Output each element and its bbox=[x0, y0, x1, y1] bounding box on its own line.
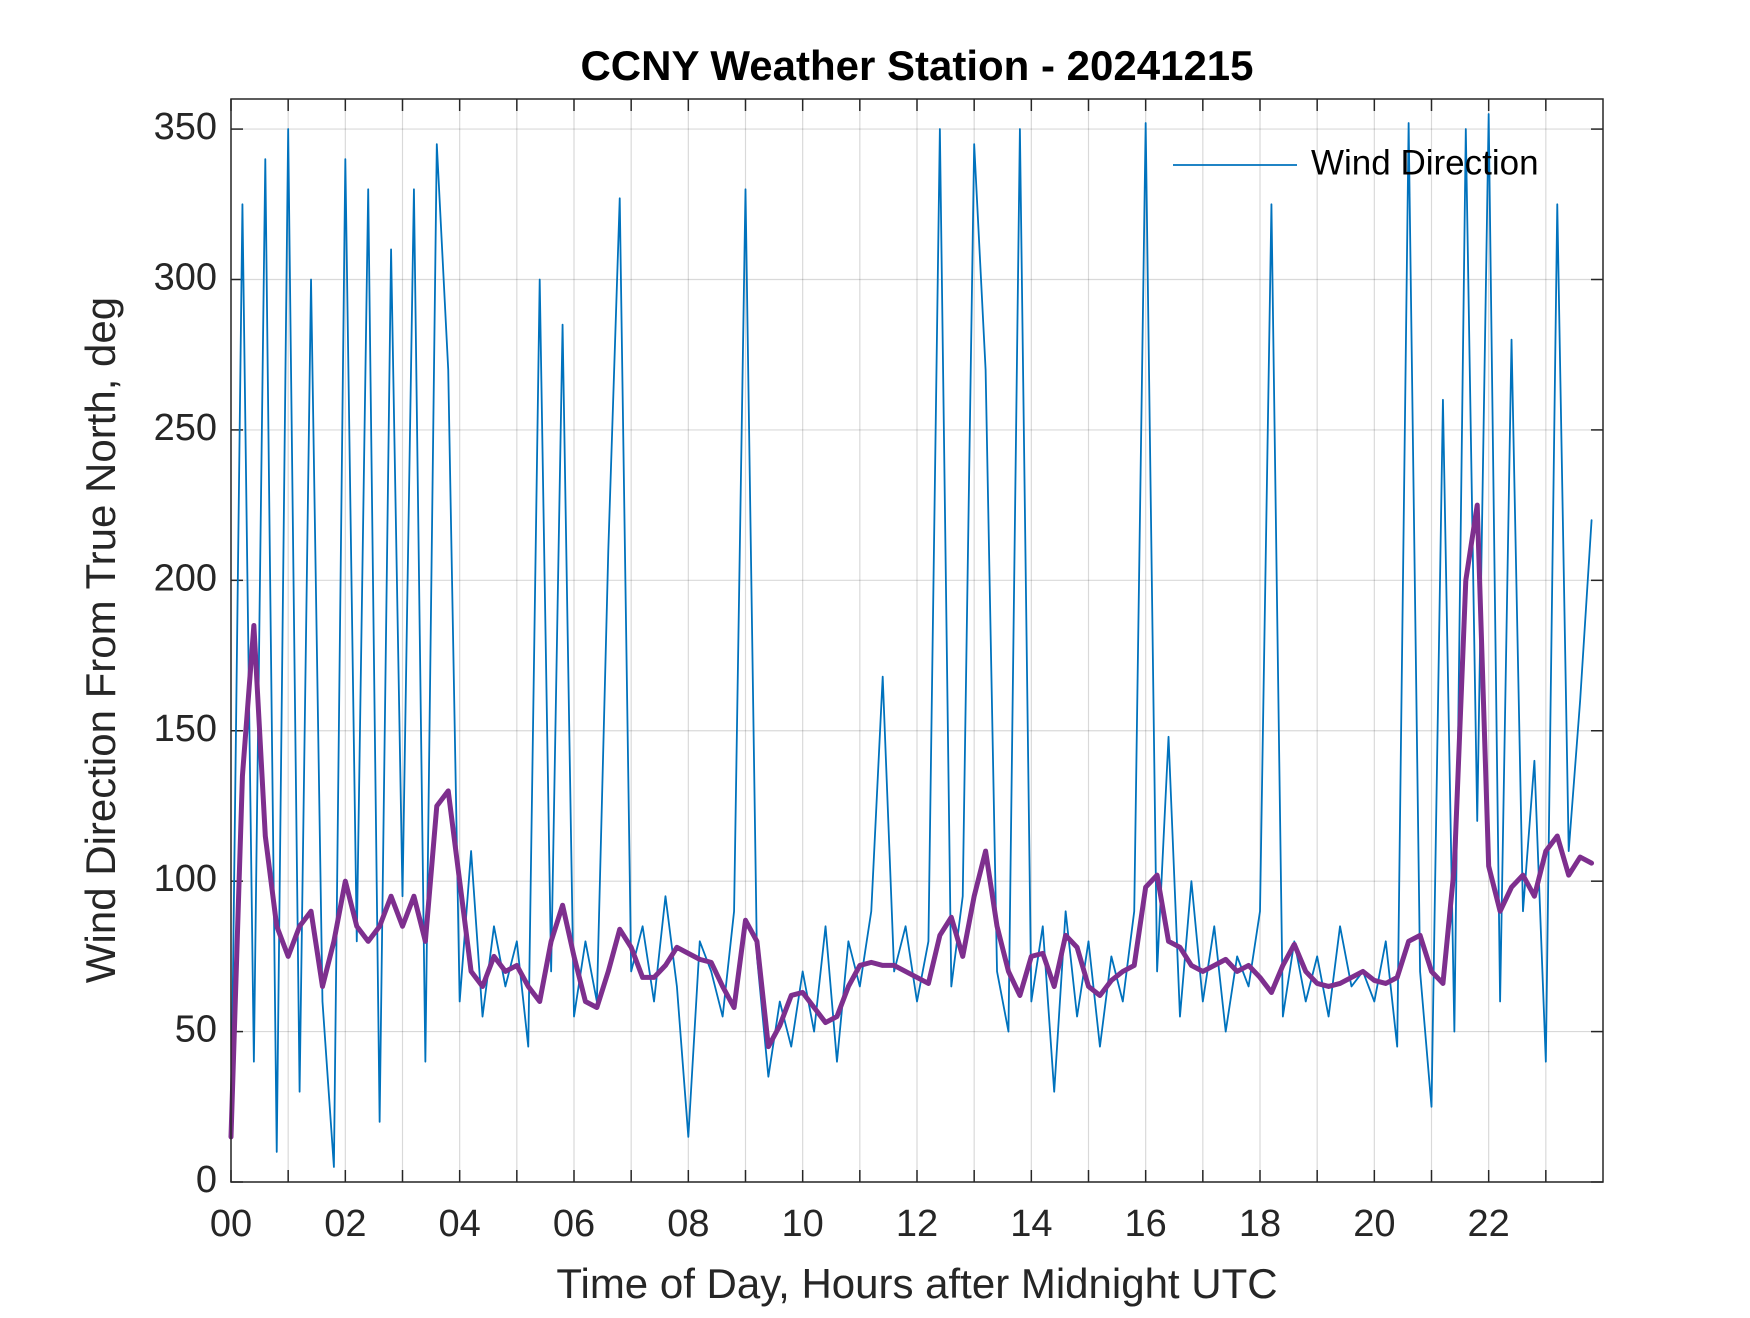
axes-box bbox=[230, 98, 1604, 1183]
x-tick-label: 22 bbox=[1468, 1203, 1510, 1245]
x-axis-label: Time of Day, Hours after Midnight UTC bbox=[556, 1260, 1277, 1307]
y-tick-label: 350 bbox=[154, 106, 217, 148]
x-tick-label: 06 bbox=[553, 1203, 595, 1245]
legend-label: Wind Direction bbox=[1311, 143, 1539, 182]
x-tick-label: 20 bbox=[1353, 1203, 1395, 1245]
data-line bbox=[230, 113, 1593, 1168]
y-tick-label: 200 bbox=[154, 557, 217, 599]
y-tick-label: 0 bbox=[196, 1159, 217, 1201]
y-tick-label: 50 bbox=[175, 1009, 217, 1051]
x-tick-label: 04 bbox=[439, 1203, 481, 1245]
chart-title: CCNY Weather Station - 20241215 bbox=[580, 42, 1253, 89]
x-tick-label: 10 bbox=[782, 1203, 824, 1245]
y-axis-label: Wind Direction From True North, deg bbox=[77, 297, 124, 983]
data-line bbox=[228, 502, 1595, 1140]
x-tick-label: 12 bbox=[896, 1203, 938, 1245]
y-tick-label: 150 bbox=[154, 708, 217, 750]
y-tick-label: 300 bbox=[154, 257, 217, 299]
y-tick-label: 100 bbox=[154, 858, 217, 900]
x-tick-label: 00 bbox=[210, 1203, 252, 1245]
x-tick-label: 14 bbox=[1010, 1203, 1052, 1245]
y-tick-label: 250 bbox=[154, 407, 217, 449]
x-tick-label: 02 bbox=[324, 1203, 366, 1245]
x-tick-label: 08 bbox=[667, 1203, 709, 1245]
x-tick-label: 16 bbox=[1125, 1203, 1167, 1245]
x-tick-label: 18 bbox=[1239, 1203, 1281, 1245]
